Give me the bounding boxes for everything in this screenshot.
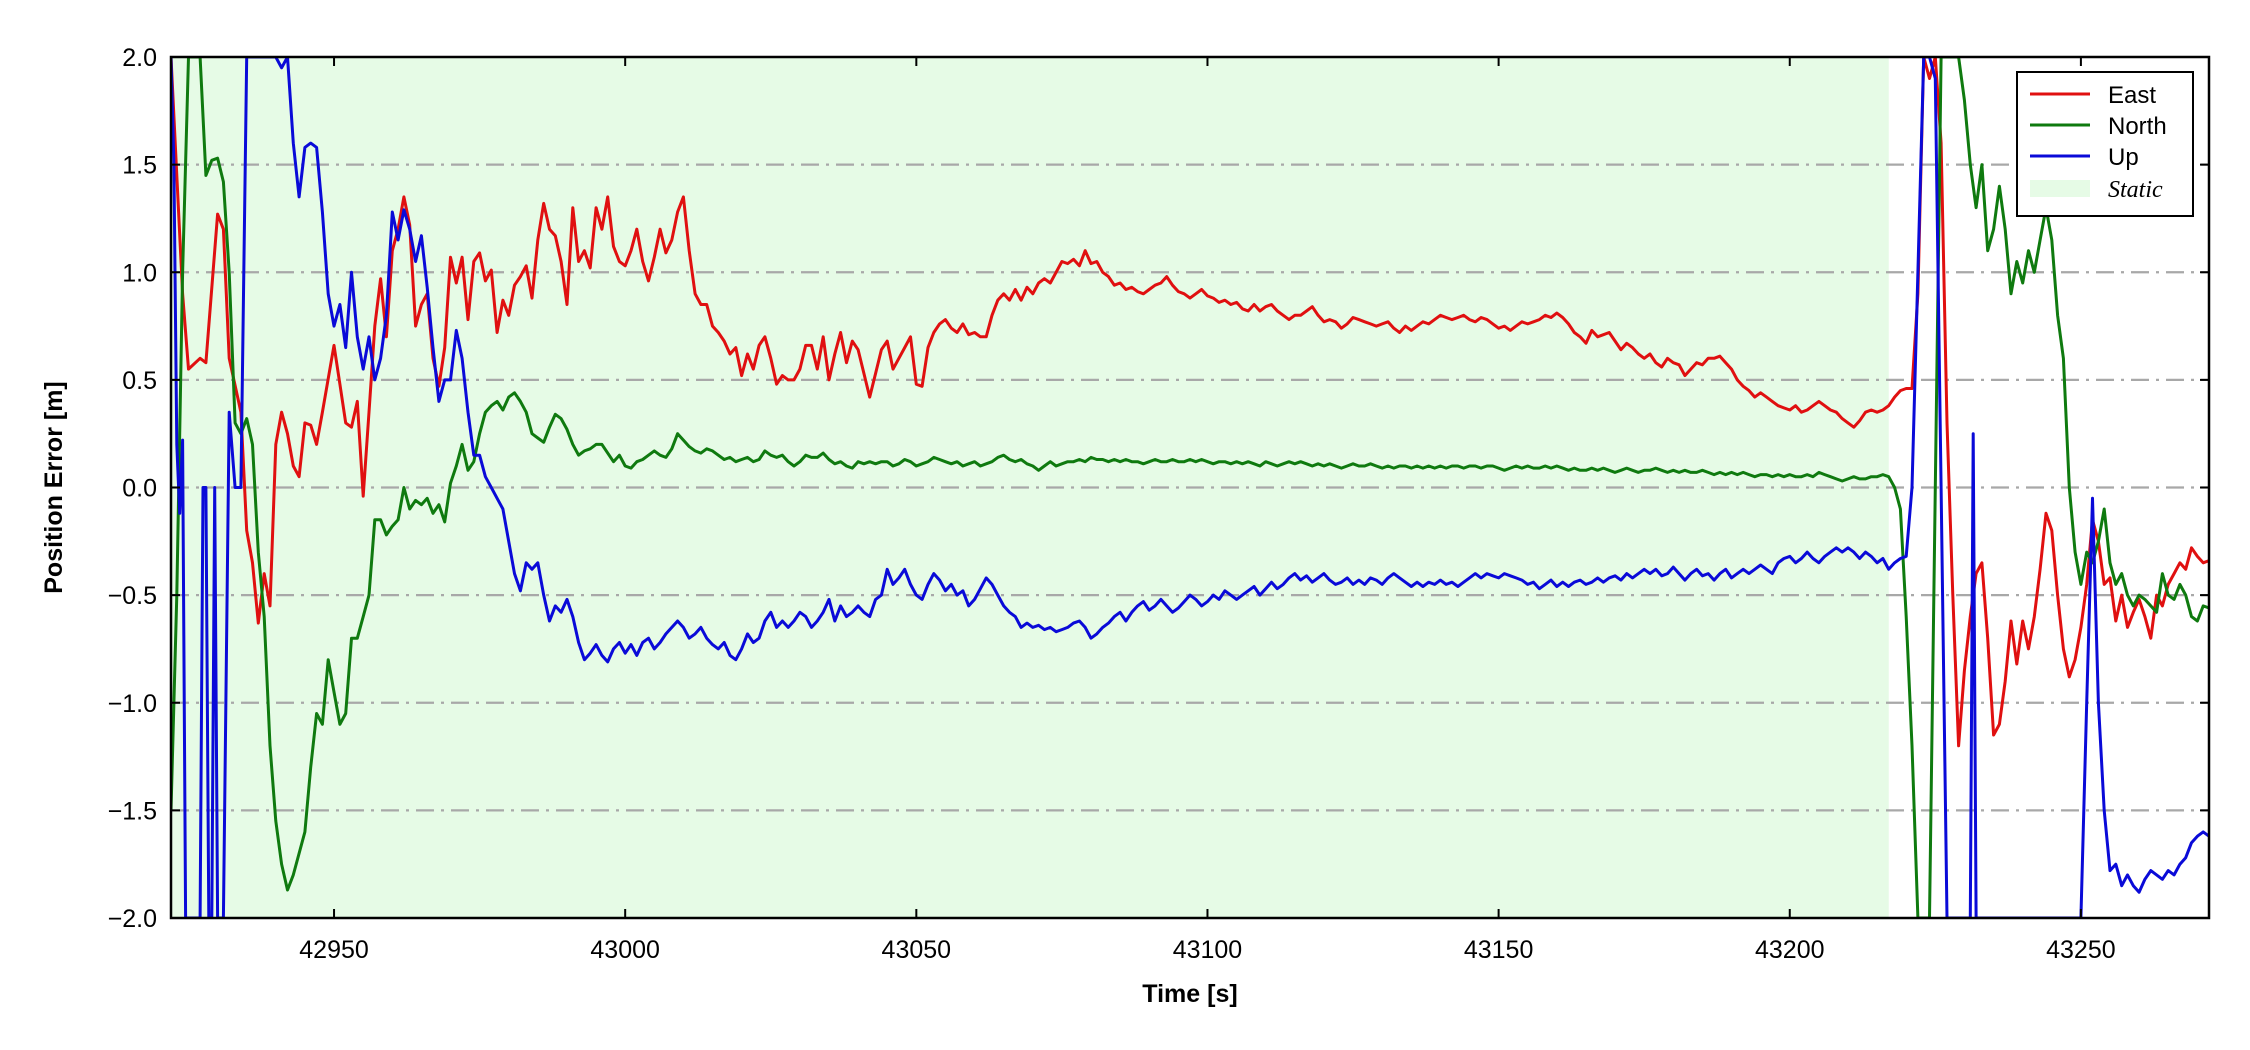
y-tick-label: 1.0 bbox=[122, 259, 157, 287]
y-tick-label: −0.5 bbox=[108, 582, 157, 610]
y-tick-label: −1.0 bbox=[108, 690, 157, 718]
y-tick-label: 0.0 bbox=[122, 475, 157, 503]
legend-up-label: Up bbox=[2108, 144, 2139, 171]
x-tick-label: 43000 bbox=[590, 936, 660, 964]
series-line-up bbox=[171, 57, 2209, 918]
y-tick-label: 2.0 bbox=[122, 44, 157, 72]
y-tick-label: −2.0 bbox=[108, 905, 157, 933]
legend-north-label: North bbox=[2108, 113, 2167, 140]
x-tick-label: 43150 bbox=[1464, 936, 1534, 964]
y-tick-label: −1.5 bbox=[108, 797, 157, 825]
x-tick-label: 43100 bbox=[1173, 936, 1243, 964]
y-tick-label: 0.5 bbox=[122, 367, 157, 395]
x-tick-label: 43250 bbox=[2046, 936, 2116, 964]
series-line-north bbox=[171, 57, 2209, 918]
x-tick-label: 43050 bbox=[882, 936, 952, 964]
series-line-east bbox=[171, 57, 2209, 748]
legend-static-swatch bbox=[2030, 180, 2090, 197]
x-tick-label: 43200 bbox=[1755, 936, 1825, 964]
legend: East North Up Static bbox=[2016, 71, 2194, 217]
x-tick-label: 42950 bbox=[299, 936, 369, 964]
x-axis-title: Time [s] bbox=[1142, 980, 1237, 1008]
y-axis-title: Position Error [m] bbox=[40, 381, 68, 594]
legend-east-label: East bbox=[2108, 82, 2156, 109]
y-tick-label: 1.5 bbox=[122, 152, 157, 180]
legend-static-label: Static bbox=[2108, 177, 2163, 203]
